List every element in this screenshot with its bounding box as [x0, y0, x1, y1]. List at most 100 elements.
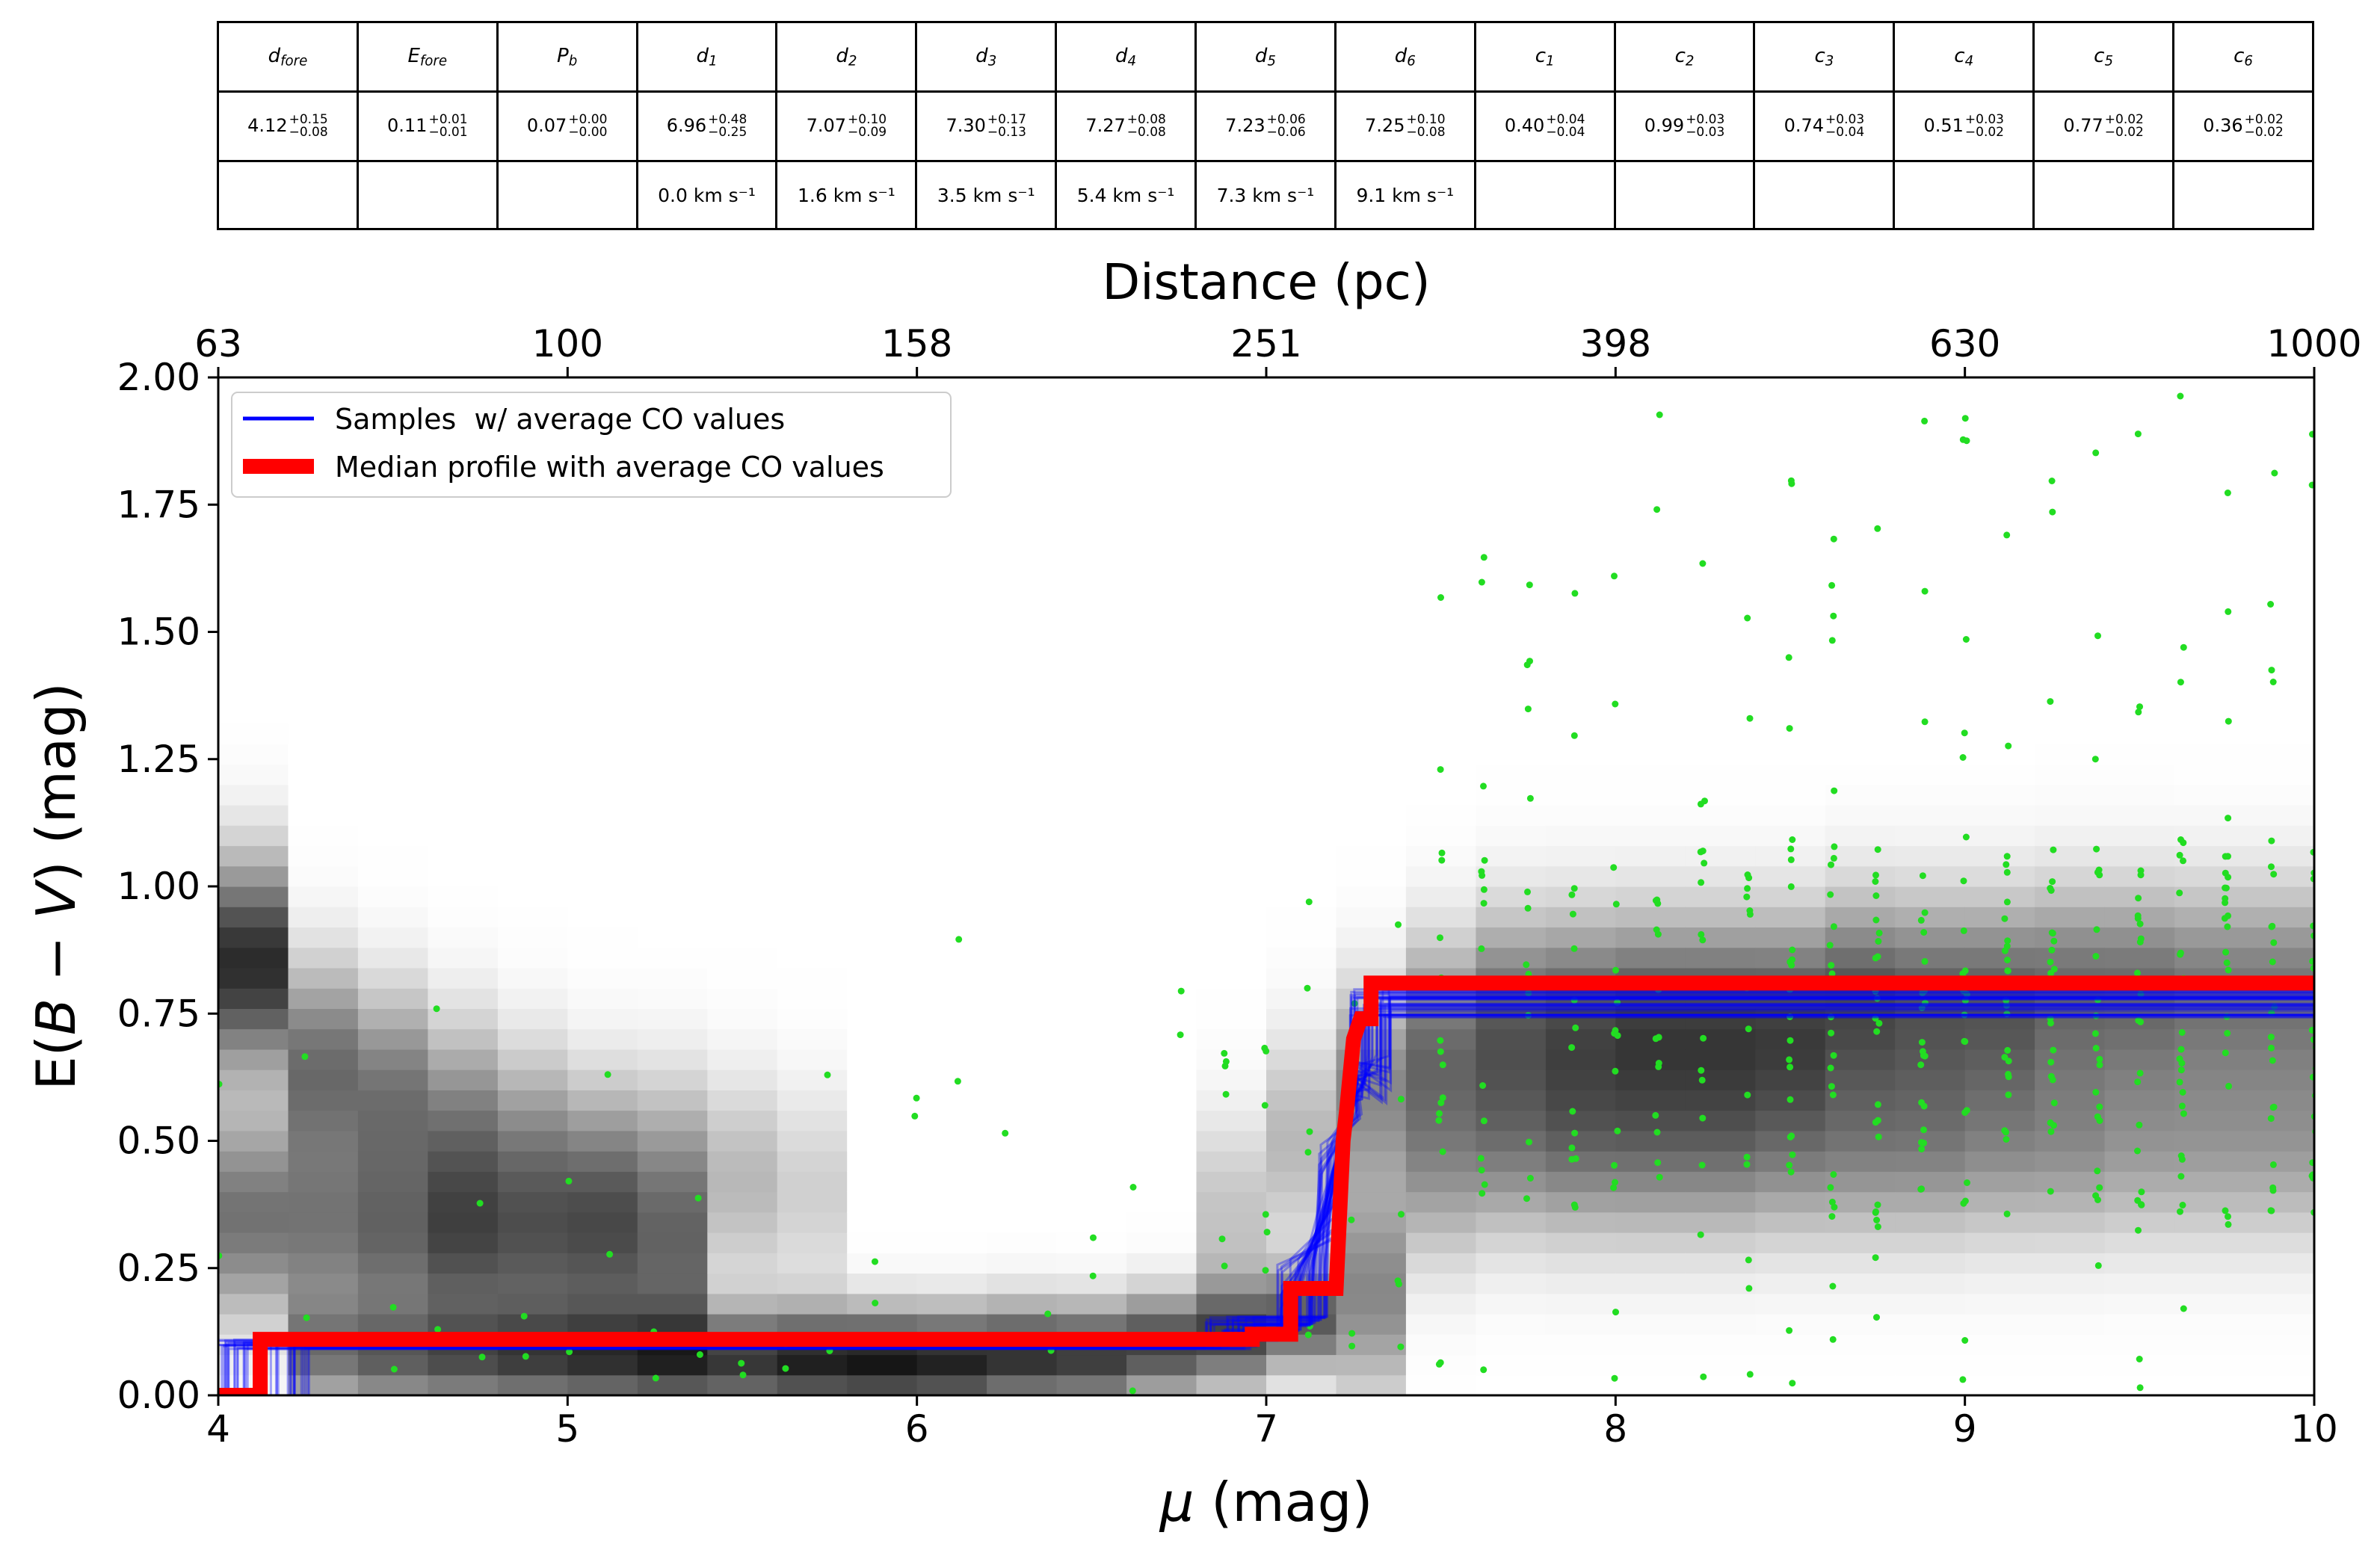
table-value-lower-error: −0.04	[1546, 125, 1585, 140]
density-cell	[1685, 601, 1756, 623]
star-point	[1872, 871, 1879, 879]
density-cell	[2174, 784, 2245, 806]
star-point	[1612, 901, 1620, 908]
density-cell	[1895, 744, 1966, 765]
legend-samples-label: Samples w/ average CO values	[335, 403, 785, 436]
star-point	[1829, 1091, 1837, 1099]
density-cell	[1825, 805, 1896, 826]
density-cell	[847, 1374, 918, 1395]
table-value-lower-error: −0.25	[708, 125, 747, 140]
density-cell	[1266, 519, 1337, 541]
density-cell	[1266, 1090, 1337, 1111]
density-cell	[2244, 459, 2314, 480]
star-point	[1959, 1376, 1967, 1383]
density-cell	[1266, 499, 1337, 521]
legend: Samples w/ average CO values Median prof…	[231, 392, 952, 498]
density-cell	[1476, 845, 1547, 867]
star-point	[1701, 797, 1708, 805]
density-cell	[1755, 621, 1826, 643]
density-cell	[1126, 1354, 1197, 1376]
density-cell	[637, 723, 708, 744]
star-point	[1089, 1272, 1097, 1279]
density-cell	[1056, 1374, 1127, 1395]
star-point	[1218, 1235, 1226, 1243]
star-point	[1479, 1190, 1486, 1197]
density-cell	[428, 1171, 499, 1193]
table-value-cell: 4.12 +0.15 −0.08	[217, 90, 359, 162]
density-cell	[1266, 682, 1337, 704]
star-point	[2270, 871, 2278, 878]
density-cell	[1964, 886, 2035, 907]
star-point	[2225, 853, 2231, 860]
star-point	[2223, 959, 2231, 966]
density-cell	[288, 1090, 359, 1111]
density-cell	[2244, 784, 2314, 806]
density-cell	[1545, 1314, 1616, 1335]
density-cell	[2174, 540, 2245, 561]
density-cell	[1895, 865, 1966, 887]
density-cell	[1895, 1110, 1966, 1132]
density-cell	[288, 1374, 359, 1395]
density-cell	[987, 886, 1058, 907]
density-cell	[288, 621, 359, 643]
density-cell	[777, 1314, 848, 1335]
density-cell	[777, 968, 848, 989]
star-point	[1654, 1159, 1662, 1167]
star-point	[2050, 1099, 2058, 1107]
star-point	[1874, 1201, 1881, 1208]
star-point	[1787, 883, 1795, 890]
density-cell	[1615, 886, 1686, 907]
star-point	[2138, 1201, 2145, 1208]
density-cell	[1336, 947, 1407, 969]
density-cell	[218, 621, 289, 643]
density-cell	[707, 1191, 778, 1213]
density-cell	[2035, 1334, 2106, 1356]
density-cell	[1825, 1293, 1896, 1315]
density-cell	[1615, 1273, 1686, 1294]
y-tick-label: 0.50	[117, 1120, 200, 1163]
density-cell	[916, 845, 987, 867]
density-cell	[1825, 561, 1896, 581]
star-point	[1614, 1127, 1621, 1134]
density-cell	[1266, 988, 1337, 1009]
density-cell	[2174, 1293, 2245, 1315]
density-cell	[1126, 662, 1197, 684]
density-cell	[497, 642, 568, 663]
density-cell	[567, 744, 638, 765]
density-cell	[2174, 1334, 2245, 1356]
density-cell	[847, 1273, 918, 1294]
density-cell	[637, 540, 708, 561]
density-cell	[916, 519, 987, 541]
density-cell	[987, 1374, 1058, 1395]
density-cell	[1895, 1334, 1966, 1356]
table-value-lower-error: −0.03	[1686, 125, 1725, 140]
density-cell	[1685, 621, 1756, 643]
density-cell	[1895, 784, 1966, 806]
density-cell	[2244, 845, 2314, 867]
density-cell	[1825, 1253, 1896, 1274]
star-point	[1743, 893, 1751, 901]
density-cell	[1405, 703, 1476, 724]
density-cell	[1405, 784, 1476, 806]
density-cell	[1266, 459, 1337, 480]
star-point	[2136, 703, 2143, 711]
star-point	[2003, 531, 2011, 539]
star-point	[1744, 885, 1751, 892]
star-point	[696, 1351, 703, 1358]
star-point	[1918, 1004, 1926, 1012]
table-value-errors: +0.48 −0.25	[708, 114, 747, 139]
density-cell	[1895, 519, 1966, 541]
table-header-symbol: c	[1814, 44, 1825, 67]
density-cell	[1266, 805, 1337, 826]
star-point	[954, 1078, 961, 1085]
density-cell	[567, 845, 638, 867]
density-cell	[916, 907, 987, 927]
density-cell	[1476, 723, 1547, 744]
density-cell	[916, 601, 987, 623]
density-cell	[428, 1090, 499, 1111]
star-point	[1785, 654, 1792, 661]
density-cell	[288, 1253, 359, 1274]
star-point	[738, 1359, 745, 1367]
density-cell	[1964, 1211, 2035, 1233]
density-cell	[777, 1191, 848, 1213]
